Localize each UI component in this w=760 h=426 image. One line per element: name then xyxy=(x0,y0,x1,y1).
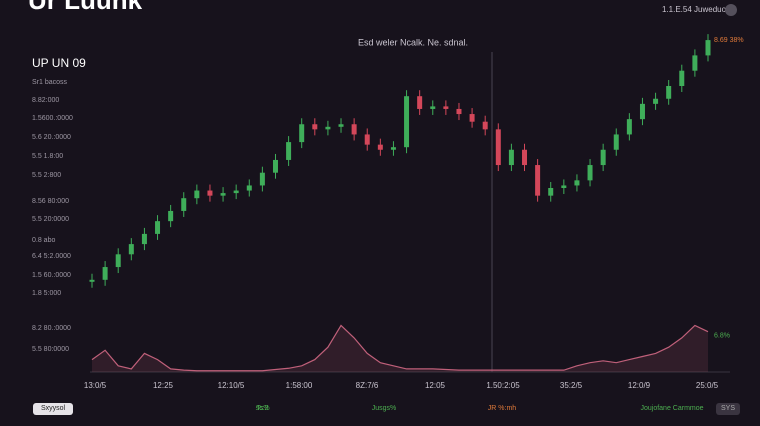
time-label: 1.50:2:05 xyxy=(486,381,520,390)
time-label: 25:0/5 xyxy=(696,381,719,390)
candle xyxy=(89,279,95,282)
candle xyxy=(548,188,554,196)
candle xyxy=(587,165,593,181)
price-tag: 8.69 38% xyxy=(714,37,744,44)
app-title: Ur Luunk xyxy=(28,0,143,15)
side-label: 5.5 20:0000 xyxy=(32,216,69,223)
menu-button[interactable] xyxy=(725,4,737,16)
candle xyxy=(233,190,239,194)
candle xyxy=(246,185,252,191)
footer-tab[interactable]: sc:2 xyxy=(256,405,269,412)
footer-tab[interactable]: Joujofane Carmmoe xyxy=(640,405,703,412)
candle xyxy=(299,124,305,143)
time-label: 12:05 xyxy=(425,381,446,390)
side-label: 8.82:000 xyxy=(32,97,59,104)
chart-subtitle: Esd weler Ncalk. Ne. sdnal. xyxy=(358,37,468,47)
side-label: 5.6 20.:0000 xyxy=(32,134,71,141)
candle xyxy=(574,180,580,186)
candle xyxy=(626,119,632,135)
area-line xyxy=(91,324,709,372)
candle xyxy=(666,86,672,99)
candle xyxy=(364,134,370,145)
candle xyxy=(128,244,134,255)
side-label: 8.2 80.:0000 xyxy=(32,325,71,332)
candle xyxy=(561,185,567,188)
candle xyxy=(141,233,147,245)
candle xyxy=(469,114,475,122)
price-tag: 6.8% xyxy=(714,333,730,340)
footer-tab[interactable]: Jusgs% xyxy=(372,405,397,412)
candle xyxy=(508,149,514,166)
candle xyxy=(207,190,213,196)
status: 1.1.E.54 Juweduoy xyxy=(662,5,730,14)
candle xyxy=(115,254,121,268)
side-label: 5.5 80:0000 xyxy=(32,346,69,353)
candle xyxy=(417,96,423,109)
time-label: 13:0/5 xyxy=(84,381,107,390)
candle xyxy=(272,159,278,173)
candle xyxy=(102,267,108,280)
candle xyxy=(692,55,698,71)
candle xyxy=(325,126,331,130)
candle xyxy=(194,190,200,199)
footer-tab[interactable]: Ts% xyxy=(256,405,269,412)
candle xyxy=(181,198,187,211)
side-label: 5.5 2:800 xyxy=(32,172,61,179)
candle xyxy=(351,124,357,135)
candle xyxy=(495,129,501,166)
candle xyxy=(312,124,318,130)
candle xyxy=(443,106,449,109)
time-label: 8Z:7/6 xyxy=(356,381,379,390)
candle xyxy=(259,172,265,186)
candle xyxy=(613,134,619,150)
candle xyxy=(482,121,488,130)
candle xyxy=(404,96,410,148)
time-label: 35:2/5 xyxy=(560,381,583,390)
time-label: 12:25 xyxy=(153,381,174,390)
symbol: UP UN 09 xyxy=(32,56,86,70)
footer-tab[interactable]: Sxyysol xyxy=(41,405,66,412)
time-label: 12:10/5 xyxy=(218,381,245,390)
candle xyxy=(220,193,226,196)
candle xyxy=(286,142,292,160)
candle xyxy=(390,147,396,150)
area-fill xyxy=(92,325,708,372)
candle xyxy=(155,221,161,234)
candle xyxy=(338,124,344,127)
side-label: 0.8 abo xyxy=(32,237,55,244)
candle xyxy=(705,40,711,56)
candle xyxy=(679,70,685,86)
candle xyxy=(430,106,436,109)
time-label: 1:58:00 xyxy=(286,381,313,390)
candle xyxy=(600,149,606,166)
side-label: 6.4 5:2.0000 xyxy=(32,253,71,260)
side-label: 5.5 1.8:00 xyxy=(32,153,63,160)
side-label: Sr1 bacoss xyxy=(32,79,68,86)
candle xyxy=(522,149,528,166)
side-label: 1.8 5:000 xyxy=(32,290,61,297)
footer-tab[interactable]: JR %:mh xyxy=(488,405,517,412)
footer-tab[interactable]: SYS xyxy=(721,405,735,412)
candle xyxy=(377,144,383,150)
candle xyxy=(456,108,462,115)
side-label: 8.56 80:000 xyxy=(32,198,69,205)
candle xyxy=(168,210,174,222)
toggle-button[interactable] xyxy=(33,403,73,415)
time-label: 12:0/9 xyxy=(628,381,651,390)
side-label: 1.5 60.:0000 xyxy=(32,272,71,279)
settings-button[interactable] xyxy=(716,403,740,415)
candle xyxy=(653,98,659,104)
candle xyxy=(535,165,541,196)
candle xyxy=(639,103,645,120)
side-label: 1.5600.:0000 xyxy=(32,115,73,122)
